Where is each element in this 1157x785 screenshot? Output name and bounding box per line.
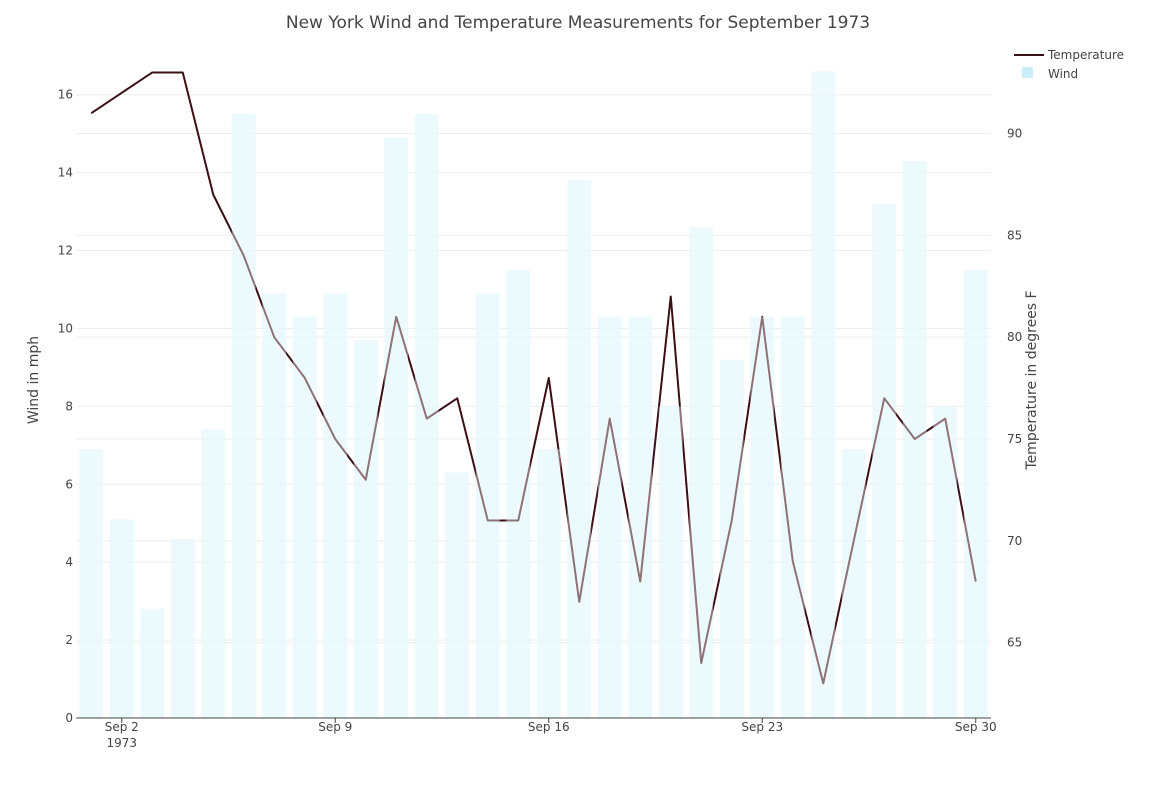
wind-bar	[963, 270, 988, 718]
wind-bar	[170, 538, 195, 718]
wind-bar	[536, 449, 561, 718]
wind-bar-overlay	[689, 227, 714, 719]
wind-bar-overlay	[811, 71, 836, 719]
wind-bar	[231, 114, 256, 718]
wind-bar	[384, 137, 409, 718]
y2-tick-label: 85	[1007, 228, 1022, 242]
y-axis-ticks: 0 2 4 6 8 10 12 14 16	[58, 88, 73, 725]
y2-tick-label: 75	[1007, 432, 1022, 446]
x-tick-sublabel: 1973	[106, 736, 137, 750]
wind-bar-overlay	[170, 538, 195, 718]
wind-bar	[353, 340, 378, 718]
wind-bar	[658, 406, 683, 718]
chart-title: New York Wind and Temperature Measuremen…	[286, 13, 870, 33]
y2-axis-ticks: 65 70 75 80 85 90	[1007, 127, 1022, 650]
wind-bar	[445, 472, 470, 718]
wind-bar-overlay	[719, 359, 744, 718]
wind-bar-overlay	[628, 316, 653, 718]
wind-bar-overlay	[384, 137, 409, 718]
y-tick-label: 8	[65, 399, 73, 413]
y2-tick-label: 70	[1007, 534, 1022, 548]
wind-bar	[292, 316, 317, 718]
wind-bar	[933, 406, 958, 718]
temperature-series-line	[90, 71, 977, 685]
wind-bar-overlay	[567, 180, 592, 718]
legend-wind-swatch	[1022, 67, 1033, 78]
wind-bar-overlay	[475, 293, 500, 718]
x-tick-label: Sep 30	[955, 720, 997, 734]
wind-bar-overlay	[902, 160, 927, 719]
y2-tick-label: 80	[1007, 330, 1022, 344]
wind-bar-overlay	[445, 472, 470, 718]
gridlines	[76, 94, 991, 644]
legend-temperature-label: Temperature	[1047, 48, 1124, 62]
wind-bar-overlay	[750, 316, 775, 718]
wind-bar-overlay	[841, 449, 866, 718]
wind-bar-overlay	[658, 406, 683, 718]
wind-bar	[262, 293, 287, 718]
y-tick-label: 6	[65, 477, 73, 491]
y-axis-title: Wind in mph	[26, 336, 42, 424]
x-tick-label: Sep 16	[528, 720, 570, 734]
y-tick-label: 12	[58, 244, 73, 258]
wind-bar-overlay	[231, 114, 256, 718]
wind-bar	[719, 359, 744, 718]
wind-bar-overlay	[536, 449, 561, 718]
wind-bar	[811, 71, 836, 719]
wind-bars	[79, 71, 988, 719]
wind-bar	[475, 293, 500, 718]
temperature-line	[79, 71, 988, 719]
wind-bar-overlay	[506, 270, 531, 718]
wind-bar-overlay	[872, 203, 897, 718]
wind-bar	[109, 519, 134, 718]
wind-bar	[140, 608, 165, 718]
x-axis-ticks: Sep 2 1973 Sep 9 Sep 16 Sep 23 Sep 30	[105, 718, 997, 750]
wind-bar	[201, 429, 226, 718]
wind-bar-overlay	[780, 316, 805, 718]
y-tick-label: 14	[58, 166, 73, 180]
wind-bar-overlay	[323, 293, 348, 718]
wind-bar	[780, 316, 805, 718]
wind-bar-overlay	[292, 316, 317, 718]
wind-bar-overlay	[933, 406, 958, 718]
wind-bar	[597, 316, 622, 718]
y2-tick-label: 65	[1007, 636, 1022, 650]
wind-bar	[506, 270, 531, 718]
y-tick-label: 4	[65, 555, 73, 569]
wind-bar-overlay	[353, 340, 378, 718]
y-tick-label: 2	[65, 633, 73, 647]
y-tick-label: 0	[65, 711, 73, 725]
legend-wind-label: Wind	[1048, 67, 1078, 81]
wind-bar-overlay	[201, 429, 226, 718]
wind-bar-overlay	[140, 608, 165, 718]
x-tick-label: Sep 9	[318, 720, 352, 734]
y2-axis-title: Temperature in degrees F	[1024, 290, 1040, 470]
legend: Temperature Wind	[1014, 48, 1124, 81]
wind-bar-overlay	[109, 519, 134, 718]
wind-bar	[750, 316, 775, 718]
wind-bar-overlay	[963, 270, 988, 718]
wind-bar	[628, 316, 653, 718]
x-tick-label: Sep 23	[741, 720, 783, 734]
wind-bar	[567, 180, 592, 718]
x-tick-label: Sep 2	[105, 720, 139, 734]
y2-tick-label: 90	[1007, 127, 1022, 141]
wind-bar-overlay	[79, 449, 104, 718]
y-tick-label: 10	[58, 321, 73, 335]
y-tick-label: 16	[58, 88, 73, 102]
wind-bar-overlay	[597, 316, 622, 718]
wind-bar-overlay	[414, 114, 439, 718]
wind-bar	[79, 449, 104, 718]
wind-bar	[872, 203, 897, 718]
wind-bar	[323, 293, 348, 718]
wind-bar-overlay	[262, 293, 287, 718]
